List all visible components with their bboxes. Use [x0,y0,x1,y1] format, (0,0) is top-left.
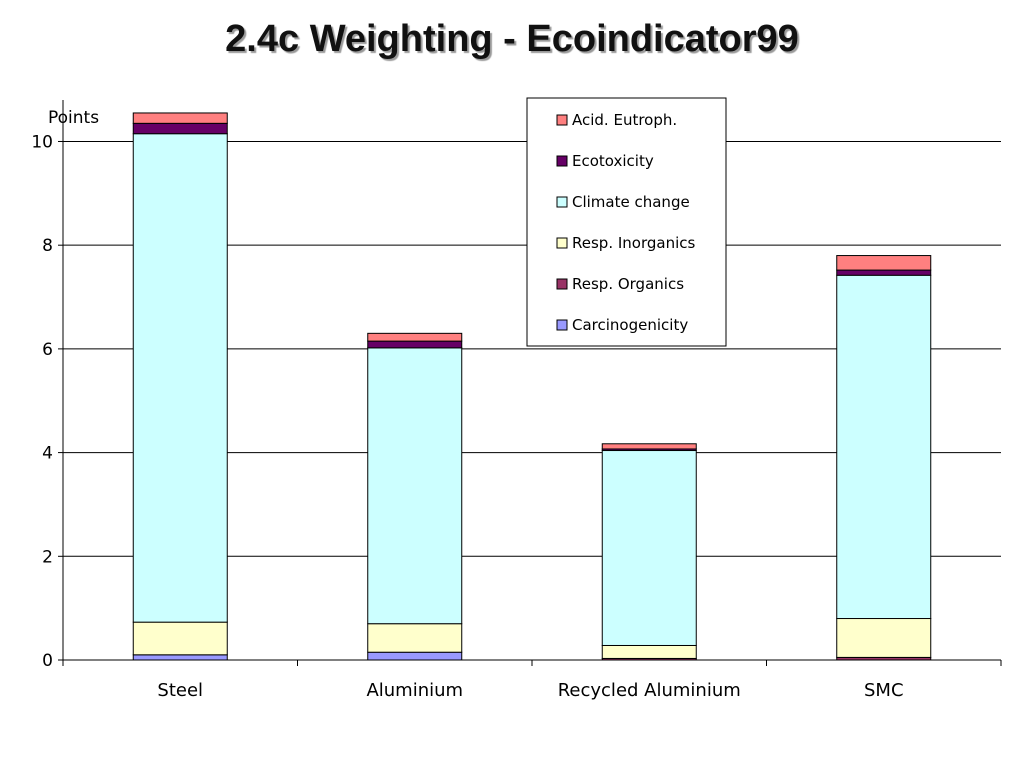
bar-segment [367,340,463,349]
bars [132,112,932,661]
legend-swatch [556,114,568,126]
legend-swatch [556,155,568,167]
legend-label: Resp. Organics [572,275,684,293]
y-tick-label: 4 [42,444,53,464]
bar-segment [836,255,932,271]
legend-label: Carcinogenicity [572,316,688,334]
category-label: Aluminium [366,680,463,701]
y-tick-label: 8 [42,236,53,256]
bar-segment [132,112,228,124]
legend-label: Climate change [572,193,690,211]
bar-segment [601,450,697,646]
legend-swatch [556,196,568,208]
y-tick-label: 2 [42,547,53,567]
legend-swatch [556,278,568,290]
category-label: Steel [157,680,203,701]
y-tick-label: 6 [42,340,53,360]
bar-segment [132,654,228,661]
legend-label: Resp. Inorganics [572,234,695,252]
bar-segment [367,332,463,342]
bar-segment [132,122,228,135]
y-axis-label: Points [48,108,99,128]
bar-segment [367,347,463,625]
legend: Acid. Eutroph. Ecotoxicity Climate change R… [526,97,727,347]
slide-title: 2.4c Weighting - Ecoindicator99 [225,18,799,60]
legend-swatch [556,237,568,249]
legend-label: Acid. Eutroph. [572,111,677,129]
bar-segment [367,623,463,653]
legend-box [526,97,727,347]
bar-segment [132,133,228,623]
legend-swatch [556,319,568,331]
category-label: SMC [864,680,904,701]
axes: 0 2 4 6 8 10 Steel Aluminium Recycled Aluminium S… [31,100,1002,701]
bar-segment [132,621,228,656]
category-label: Recycled Aluminium [558,680,741,701]
bar-segment [601,443,697,450]
bar-segment [836,274,932,620]
bar-segment [367,651,463,661]
bar-segment [601,644,697,659]
y-tick-label: 0 [42,651,53,671]
y-tick-label: 10 [31,132,53,152]
bar-segment [836,618,932,658]
legend-label: Ecotoxicity [572,152,654,170]
bar-segment [836,269,932,276]
